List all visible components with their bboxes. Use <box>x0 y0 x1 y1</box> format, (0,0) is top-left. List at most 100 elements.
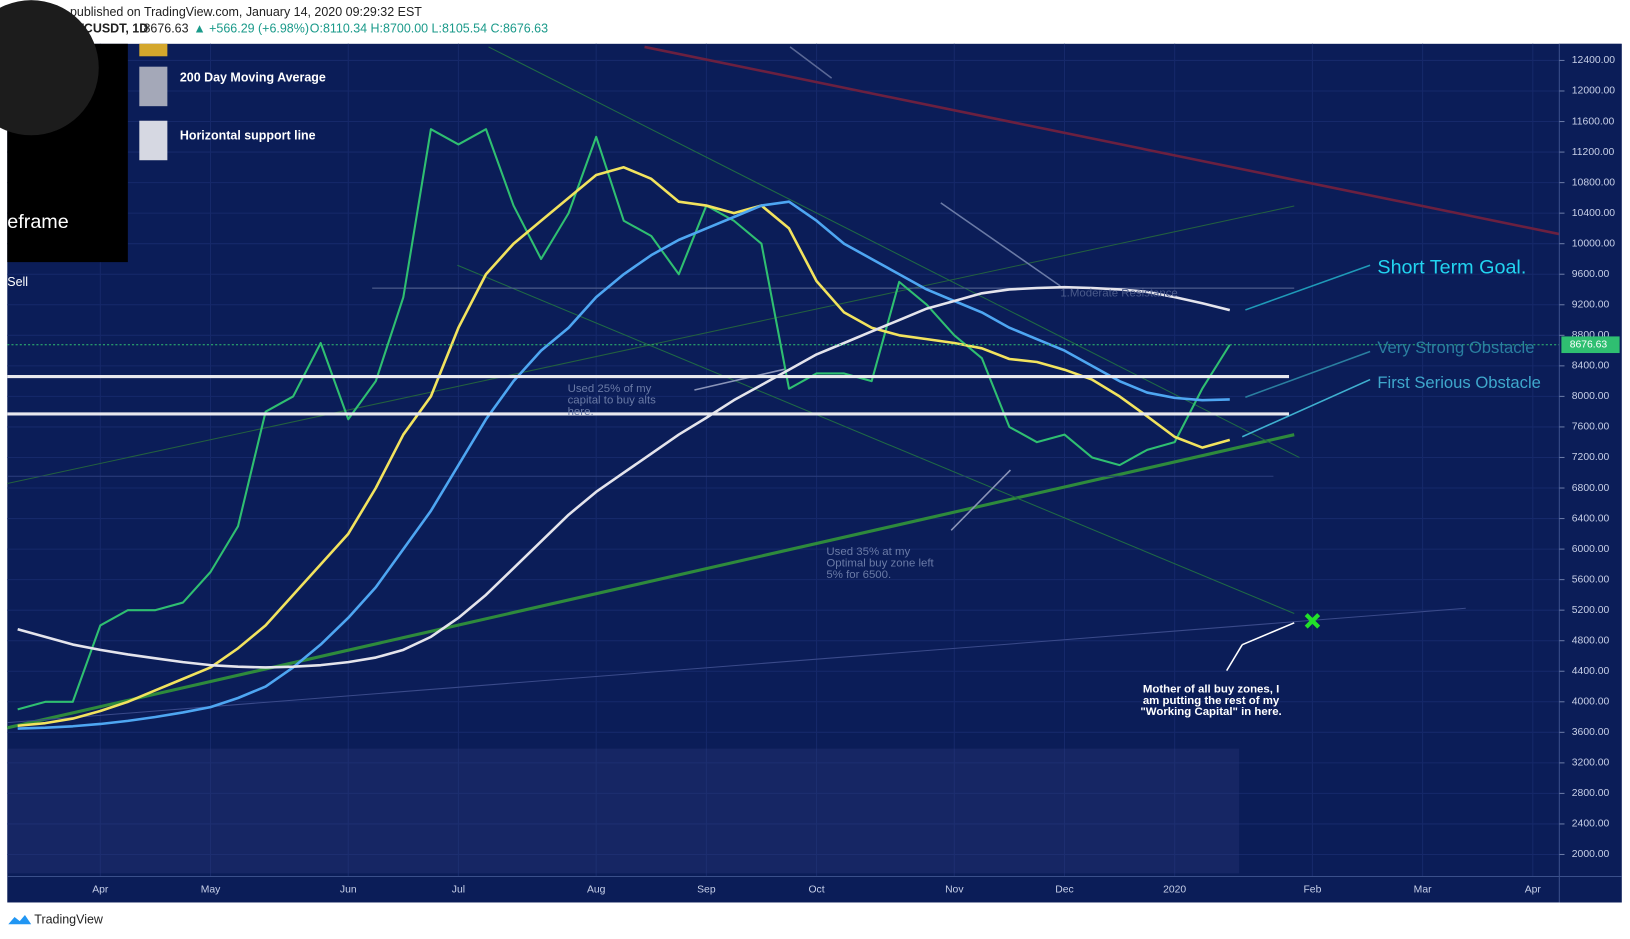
y-tick-label: 8800.00 <box>1572 330 1610 341</box>
arrow <box>1225 644 1243 672</box>
volume-band <box>7 748 1240 874</box>
x-tick-label: May <box>201 885 221 896</box>
grid <box>7 43 1560 877</box>
change: ▲ +566.29 (+6.98%) <box>193 22 309 36</box>
series-line <box>17 128 1231 711</box>
chart-bg <box>7 43 1622 903</box>
arrow <box>1245 350 1371 398</box>
ohlc: O:8110.34 H:8700.00 L:8105.54 C:8676.63 <box>310 22 548 36</box>
y-tick-label: 4000.00 <box>1572 697 1610 708</box>
x-tick-label: Sep <box>697 885 716 896</box>
y-tick-label: 6800.00 <box>1572 483 1610 494</box>
legend-label: 200 Day Moving Average <box>180 70 326 84</box>
price-axis <box>1559 43 1622 903</box>
y-tick-label: 6000.00 <box>1572 544 1610 555</box>
y-tick-label: 9200.00 <box>1572 300 1610 311</box>
logo-circle <box>0 0 99 136</box>
x-tick-label: Feb <box>1303 885 1321 896</box>
y-tick-label: 2000.00 <box>1572 849 1610 860</box>
y-tick-label: 5200.00 <box>1572 605 1610 616</box>
annotation: Used 35% at my <box>826 546 910 558</box>
buy-marker <box>1304 613 1321 629</box>
arrow <box>694 368 786 391</box>
x-tick-label: 2020 <box>1163 885 1186 896</box>
legend-swatch <box>139 66 168 107</box>
last-price-label: 8676.63 <box>1570 339 1608 350</box>
plot <box>7 128 1560 730</box>
y-tick-label: 6400.00 <box>1572 513 1610 524</box>
x-tick-label: Aug <box>587 885 606 896</box>
y-tick-label: 8000.00 <box>1572 391 1610 402</box>
y-tick-label: 3200.00 <box>1572 758 1610 769</box>
x-tick-label: Apr <box>92 885 109 896</box>
arrow <box>940 202 1061 287</box>
annotation: First Serious Obstacle <box>1377 373 1541 392</box>
y-tick-label: 10800.00 <box>1572 177 1616 188</box>
y-tick-label: 2800.00 <box>1572 788 1610 799</box>
x-tick-label: Nov <box>945 885 964 896</box>
y-tick-label: 3600.00 <box>1572 727 1610 738</box>
arrow <box>1241 622 1295 646</box>
y-tick-label: 8400.00 <box>1572 361 1610 372</box>
annotation: am putting the rest of my <box>1143 695 1280 707</box>
legend-swatch <box>139 120 168 161</box>
arrow <box>950 469 1011 531</box>
annotation: here. <box>568 406 594 418</box>
arrow <box>789 46 833 79</box>
brand: TradingView <box>34 912 104 926</box>
series-line <box>17 285 1231 669</box>
trend-line <box>7 607 1466 724</box>
legend-swatch <box>139 43 168 57</box>
y-tick-label: 9600.00 <box>1572 269 1610 280</box>
y-tick-label: 4800.00 <box>1572 635 1610 646</box>
series-line <box>17 200 1230 730</box>
x-tick-label: Mar <box>1414 885 1432 896</box>
y-tick-label: 12400.00 <box>1572 55 1616 66</box>
trend-lines <box>6 45 1560 730</box>
y-tick-label: 10400.00 <box>1572 208 1616 219</box>
y-tick-label: 7600.00 <box>1572 422 1610 433</box>
trend-line <box>7 205 1295 485</box>
annotation: Used 25% of my <box>568 383 652 395</box>
x-tick-label: Oct <box>808 885 824 896</box>
trend-line <box>457 264 1295 614</box>
x-tick-label: Apr <box>1525 885 1542 896</box>
x-tick-label: Dec <box>1055 885 1073 896</box>
annotation: 1.Moderate Resistance <box>1060 287 1177 299</box>
x-tick-label: Jul <box>452 885 465 896</box>
trend-line <box>6 433 1295 730</box>
y-tick-label: 10000.00 <box>1572 238 1616 249</box>
trend-line <box>644 45 1560 236</box>
legend-label: Horizontal support line <box>180 129 316 143</box>
annotation: Very Strong Obstacle <box>1377 338 1534 357</box>
x-tick-label: Jun <box>340 885 357 896</box>
y-tick-label: 2400.00 <box>1572 819 1610 830</box>
last-price-box <box>1561 336 1620 354</box>
arrow <box>1241 378 1371 438</box>
annotation: Optimal buy zone left <box>826 558 934 570</box>
trend-line <box>488 46 1300 459</box>
y-tick-label: 5600.00 <box>1572 574 1610 585</box>
overlay-text: eframe <box>7 211 68 233</box>
arrow <box>1245 264 1371 311</box>
series-line <box>17 166 1231 728</box>
publisher: cryptoGats published on TradingView.com,… <box>6 5 422 19</box>
price: 8676.63 <box>143 22 188 36</box>
y-tick-label: 11600.00 <box>1572 116 1615 127</box>
annotation: capital to buy alts <box>568 394 657 406</box>
volume-area <box>7 748 1240 874</box>
annotations: Short Term Goal. Very Strong Obstacle Firs… <box>568 257 1541 719</box>
annotation: Mother of all buy zones, I <box>1143 683 1279 695</box>
y-tick-label: 11200.00 <box>1572 147 1615 158</box>
brand-logo <box>8 914 32 925</box>
annotation: "Working Capital" in here. <box>1140 706 1281 718</box>
annotation: Short Term Goal. <box>1377 257 1526 279</box>
overlay-text: Sell <box>7 275 28 289</box>
y-tick-label: 12000.00 <box>1572 86 1616 97</box>
y-tick-label: 7200.00 <box>1572 452 1610 463</box>
y-tick-label: 4400.00 <box>1572 666 1610 677</box>
axes: 2000.00 2400.00 2800.00 3200.00 3600.00 4000.… <box>92 55 1620 896</box>
annotation: 5% for 6500. <box>826 569 891 581</box>
